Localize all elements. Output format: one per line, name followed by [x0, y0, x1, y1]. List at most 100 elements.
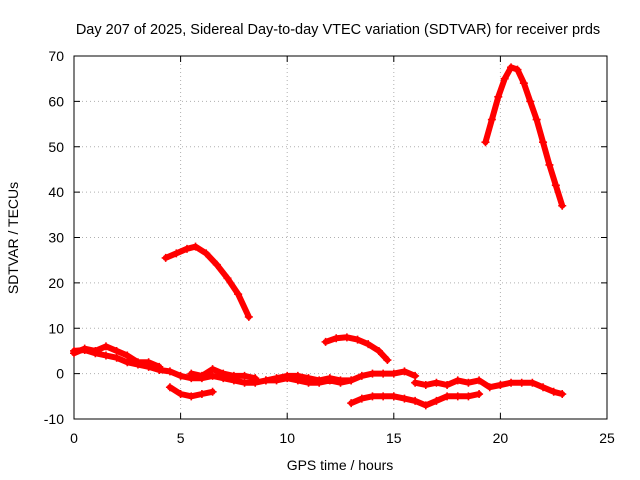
data-point — [112, 346, 121, 355]
data-point — [379, 369, 388, 378]
data-point — [240, 371, 249, 380]
data-point — [364, 340, 373, 349]
data-point — [155, 362, 164, 371]
data-point — [223, 274, 232, 283]
data-point — [357, 371, 366, 380]
y-tick-label: 40 — [48, 184, 64, 200]
data-point — [532, 115, 541, 124]
series-arc-2 — [70, 342, 164, 371]
series-arc-9 — [411, 376, 567, 399]
y-tick-label: 50 — [48, 139, 64, 155]
data-point — [347, 399, 356, 408]
data-point — [91, 346, 100, 355]
data-point — [519, 79, 528, 88]
data-point — [545, 160, 554, 169]
series-arc-4 — [165, 383, 217, 401]
series-trace — [482, 64, 566, 209]
data-point — [172, 249, 181, 258]
grid-lines — [74, 56, 607, 419]
data-point — [133, 358, 142, 367]
data-point — [112, 353, 121, 362]
data-point — [500, 74, 509, 83]
data-point — [507, 378, 516, 387]
y-tick-label: 60 — [48, 93, 64, 109]
data-point — [208, 371, 217, 380]
data-point — [293, 371, 302, 380]
data-point — [176, 390, 185, 399]
y-tick-label: 10 — [48, 320, 64, 336]
data-point — [475, 376, 484, 385]
data-point — [389, 369, 398, 378]
data-point — [165, 367, 174, 376]
data-point — [411, 371, 420, 380]
data-point — [513, 65, 522, 74]
y-tick-label: -10 — [44, 411, 64, 427]
x-tick-label: 15 — [386, 430, 402, 446]
data-point — [234, 290, 243, 299]
data-point — [176, 371, 185, 380]
series-arc-6 — [261, 367, 420, 385]
x-tick-label: 10 — [279, 430, 295, 446]
data-point — [191, 242, 200, 251]
data-point — [123, 351, 132, 360]
data-point — [101, 351, 110, 360]
data-point — [379, 392, 388, 401]
data-point — [432, 378, 441, 387]
data-point — [229, 371, 238, 380]
data-point — [187, 369, 196, 378]
data-series — [70, 63, 567, 410]
series-arc-5 — [187, 365, 260, 383]
data-point — [421, 401, 430, 410]
series-arc-3 — [161, 242, 253, 321]
data-point — [507, 63, 516, 72]
data-point — [332, 334, 341, 343]
data-point — [517, 378, 526, 387]
data-point — [464, 392, 473, 401]
data-point — [165, 383, 174, 392]
data-point — [182, 244, 191, 253]
data-point — [80, 344, 89, 353]
data-point — [374, 346, 383, 355]
data-point — [251, 374, 260, 383]
data-point — [400, 394, 409, 403]
data-point — [197, 390, 206, 399]
data-point — [315, 376, 324, 385]
data-point — [528, 378, 537, 387]
data-point — [481, 138, 490, 147]
data-point — [283, 371, 292, 380]
series-arc-8 — [347, 390, 484, 410]
data-point — [202, 249, 211, 258]
data-point — [336, 376, 345, 385]
data-point — [212, 260, 221, 269]
data-point — [485, 383, 494, 392]
data-point — [347, 376, 356, 385]
data-point — [475, 390, 484, 399]
data-point — [342, 333, 351, 342]
data-point — [443, 380, 452, 389]
data-point — [197, 371, 206, 380]
data-point — [496, 380, 505, 389]
data-point — [453, 376, 462, 385]
data-point — [539, 383, 548, 392]
data-point — [549, 387, 558, 396]
data-point — [400, 367, 409, 376]
y-axis-label: SDTVAR / TECUs — [5, 182, 21, 294]
x-tick-label: 5 — [177, 430, 185, 446]
data-point — [272, 374, 281, 383]
y-tick-label: 30 — [48, 230, 64, 246]
data-point — [411, 378, 420, 387]
data-point — [368, 369, 377, 378]
data-point — [144, 358, 153, 367]
data-point — [219, 369, 228, 378]
data-point — [432, 396, 441, 405]
data-point — [421, 380, 430, 389]
data-point — [411, 396, 420, 405]
series-arc-7 — [321, 333, 392, 365]
data-point — [539, 138, 548, 147]
data-point — [494, 92, 503, 101]
data-point — [261, 376, 270, 385]
data-point — [526, 97, 535, 106]
x-tick-label: 25 — [599, 430, 615, 446]
data-point — [558, 201, 567, 210]
